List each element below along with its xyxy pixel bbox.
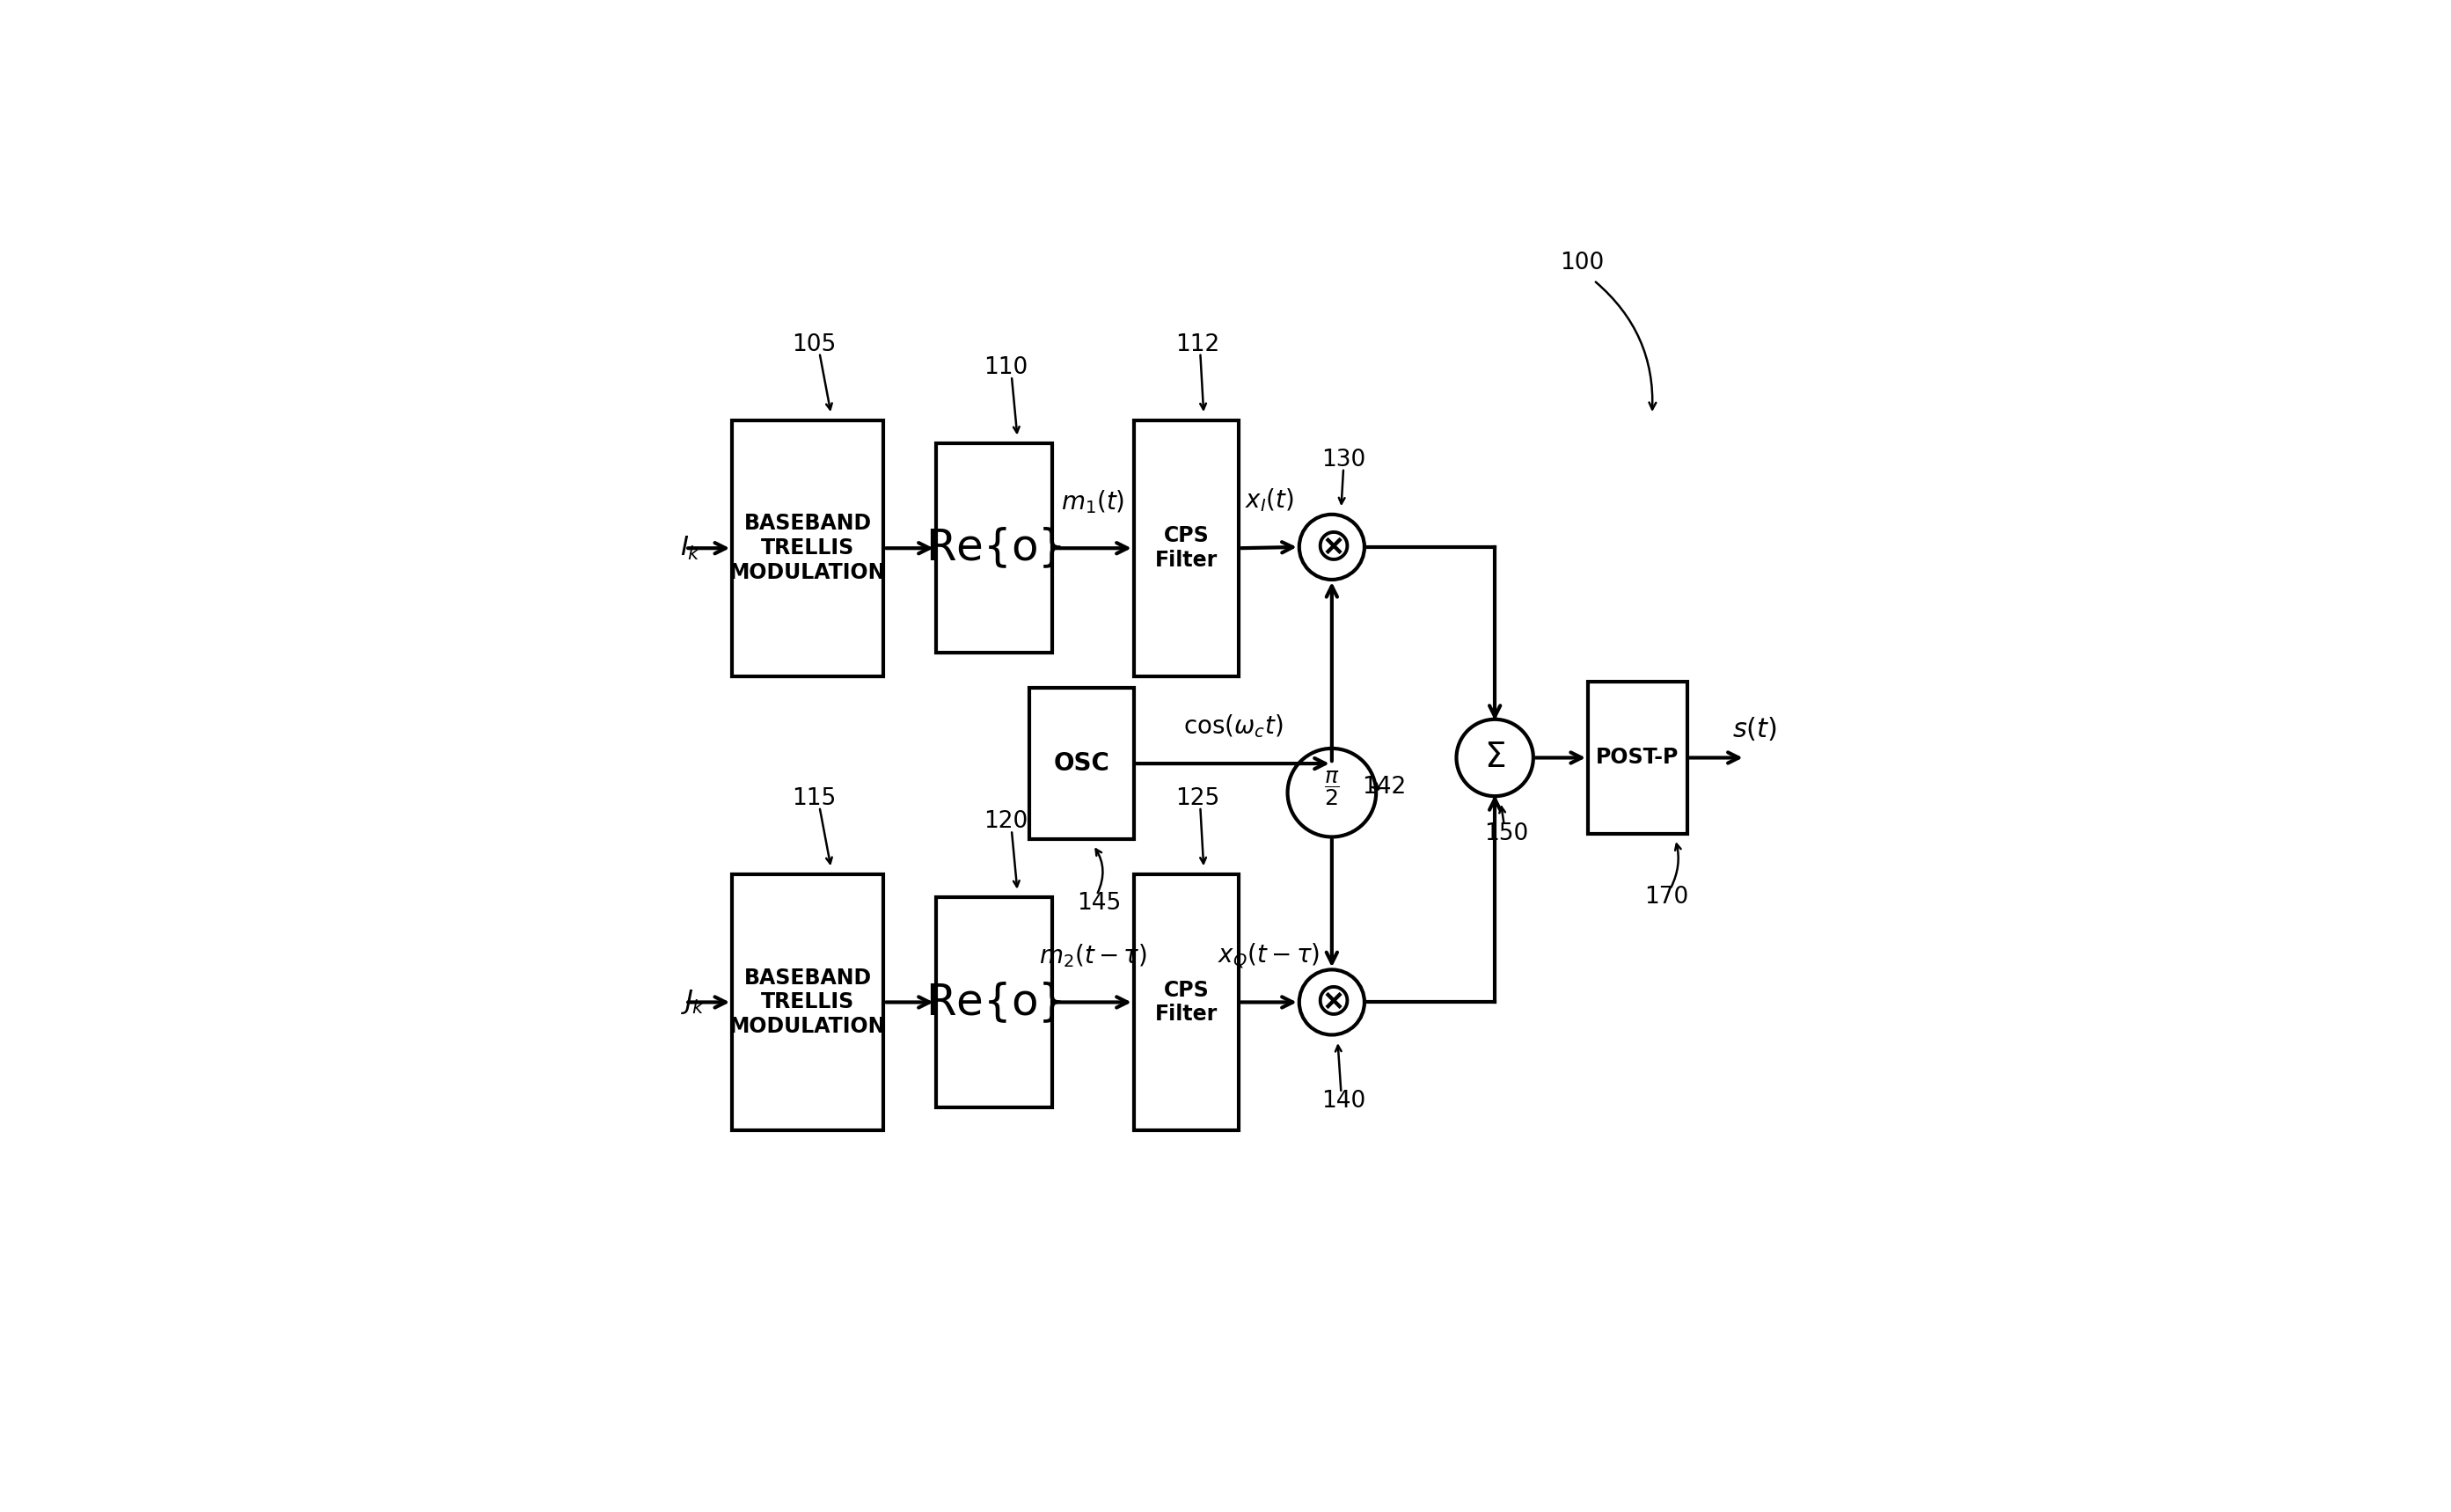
Text: $s(t)$: $s(t)$ xyxy=(1733,715,1777,742)
Text: BASEBAND
TRELLIS
MODULATION: BASEBAND TRELLIS MODULATION xyxy=(730,513,887,584)
Text: CPS
Filter: CPS Filter xyxy=(1154,525,1218,572)
Text: $I_k$: $I_k$ xyxy=(679,535,701,562)
Text: $x_I(t)$: $x_I(t)$ xyxy=(1245,487,1294,514)
Text: 115: 115 xyxy=(792,788,836,810)
Circle shape xyxy=(1299,969,1365,1034)
Circle shape xyxy=(1287,748,1375,838)
Text: 150: 150 xyxy=(1485,823,1529,845)
FancyBboxPatch shape xyxy=(733,874,882,1131)
FancyBboxPatch shape xyxy=(936,898,1051,1107)
Circle shape xyxy=(1456,720,1534,797)
Text: 112: 112 xyxy=(1176,333,1221,355)
Text: 130: 130 xyxy=(1321,448,1365,472)
Text: $m_2(t-\tau)$: $m_2(t-\tau)$ xyxy=(1039,942,1147,969)
Text: 120: 120 xyxy=(983,810,1027,833)
Text: 140: 140 xyxy=(1321,1090,1365,1113)
Text: $\Sigma$: $\Sigma$ xyxy=(1485,741,1505,774)
Text: $\dfrac{\pi}{2}$: $\dfrac{\pi}{2}$ xyxy=(1324,768,1341,807)
Text: $\mathrm{Re\{o\}}$: $\mathrm{Re\{o\}}$ xyxy=(926,980,1061,1025)
Text: 170: 170 xyxy=(1645,886,1689,909)
Text: $\mathrm{Re\{o\}}$: $\mathrm{Re\{o\}}$ xyxy=(926,526,1061,570)
Text: BASEBAND
TRELLIS
MODULATION: BASEBAND TRELLIS MODULATION xyxy=(730,968,887,1037)
FancyBboxPatch shape xyxy=(1135,420,1238,676)
Circle shape xyxy=(1299,514,1365,579)
FancyBboxPatch shape xyxy=(936,443,1051,653)
Text: $x_Q(t-\tau)$: $x_Q(t-\tau)$ xyxy=(1218,940,1321,971)
FancyBboxPatch shape xyxy=(733,420,882,676)
Text: $m_1(t)$: $m_1(t)$ xyxy=(1061,488,1125,516)
Text: 125: 125 xyxy=(1176,788,1221,810)
Text: 110: 110 xyxy=(983,357,1027,380)
FancyBboxPatch shape xyxy=(1135,874,1238,1131)
Text: POST-P: POST-P xyxy=(1596,747,1679,768)
Text: 105: 105 xyxy=(792,333,836,355)
Text: $\otimes$: $\otimes$ xyxy=(1314,525,1351,570)
Text: $\otimes$: $\otimes$ xyxy=(1314,980,1351,1025)
FancyBboxPatch shape xyxy=(1588,682,1686,833)
Text: $\cos(\omega_c t)$: $\cos(\omega_c t)$ xyxy=(1184,712,1282,739)
Text: 145: 145 xyxy=(1076,892,1120,915)
Text: CPS
Filter: CPS Filter xyxy=(1154,980,1218,1025)
Text: 100: 100 xyxy=(1561,251,1605,274)
Text: $J_k$: $J_k$ xyxy=(679,989,706,1016)
FancyBboxPatch shape xyxy=(1029,688,1135,839)
Text: 142: 142 xyxy=(1363,776,1407,798)
Text: OSC: OSC xyxy=(1054,751,1110,776)
